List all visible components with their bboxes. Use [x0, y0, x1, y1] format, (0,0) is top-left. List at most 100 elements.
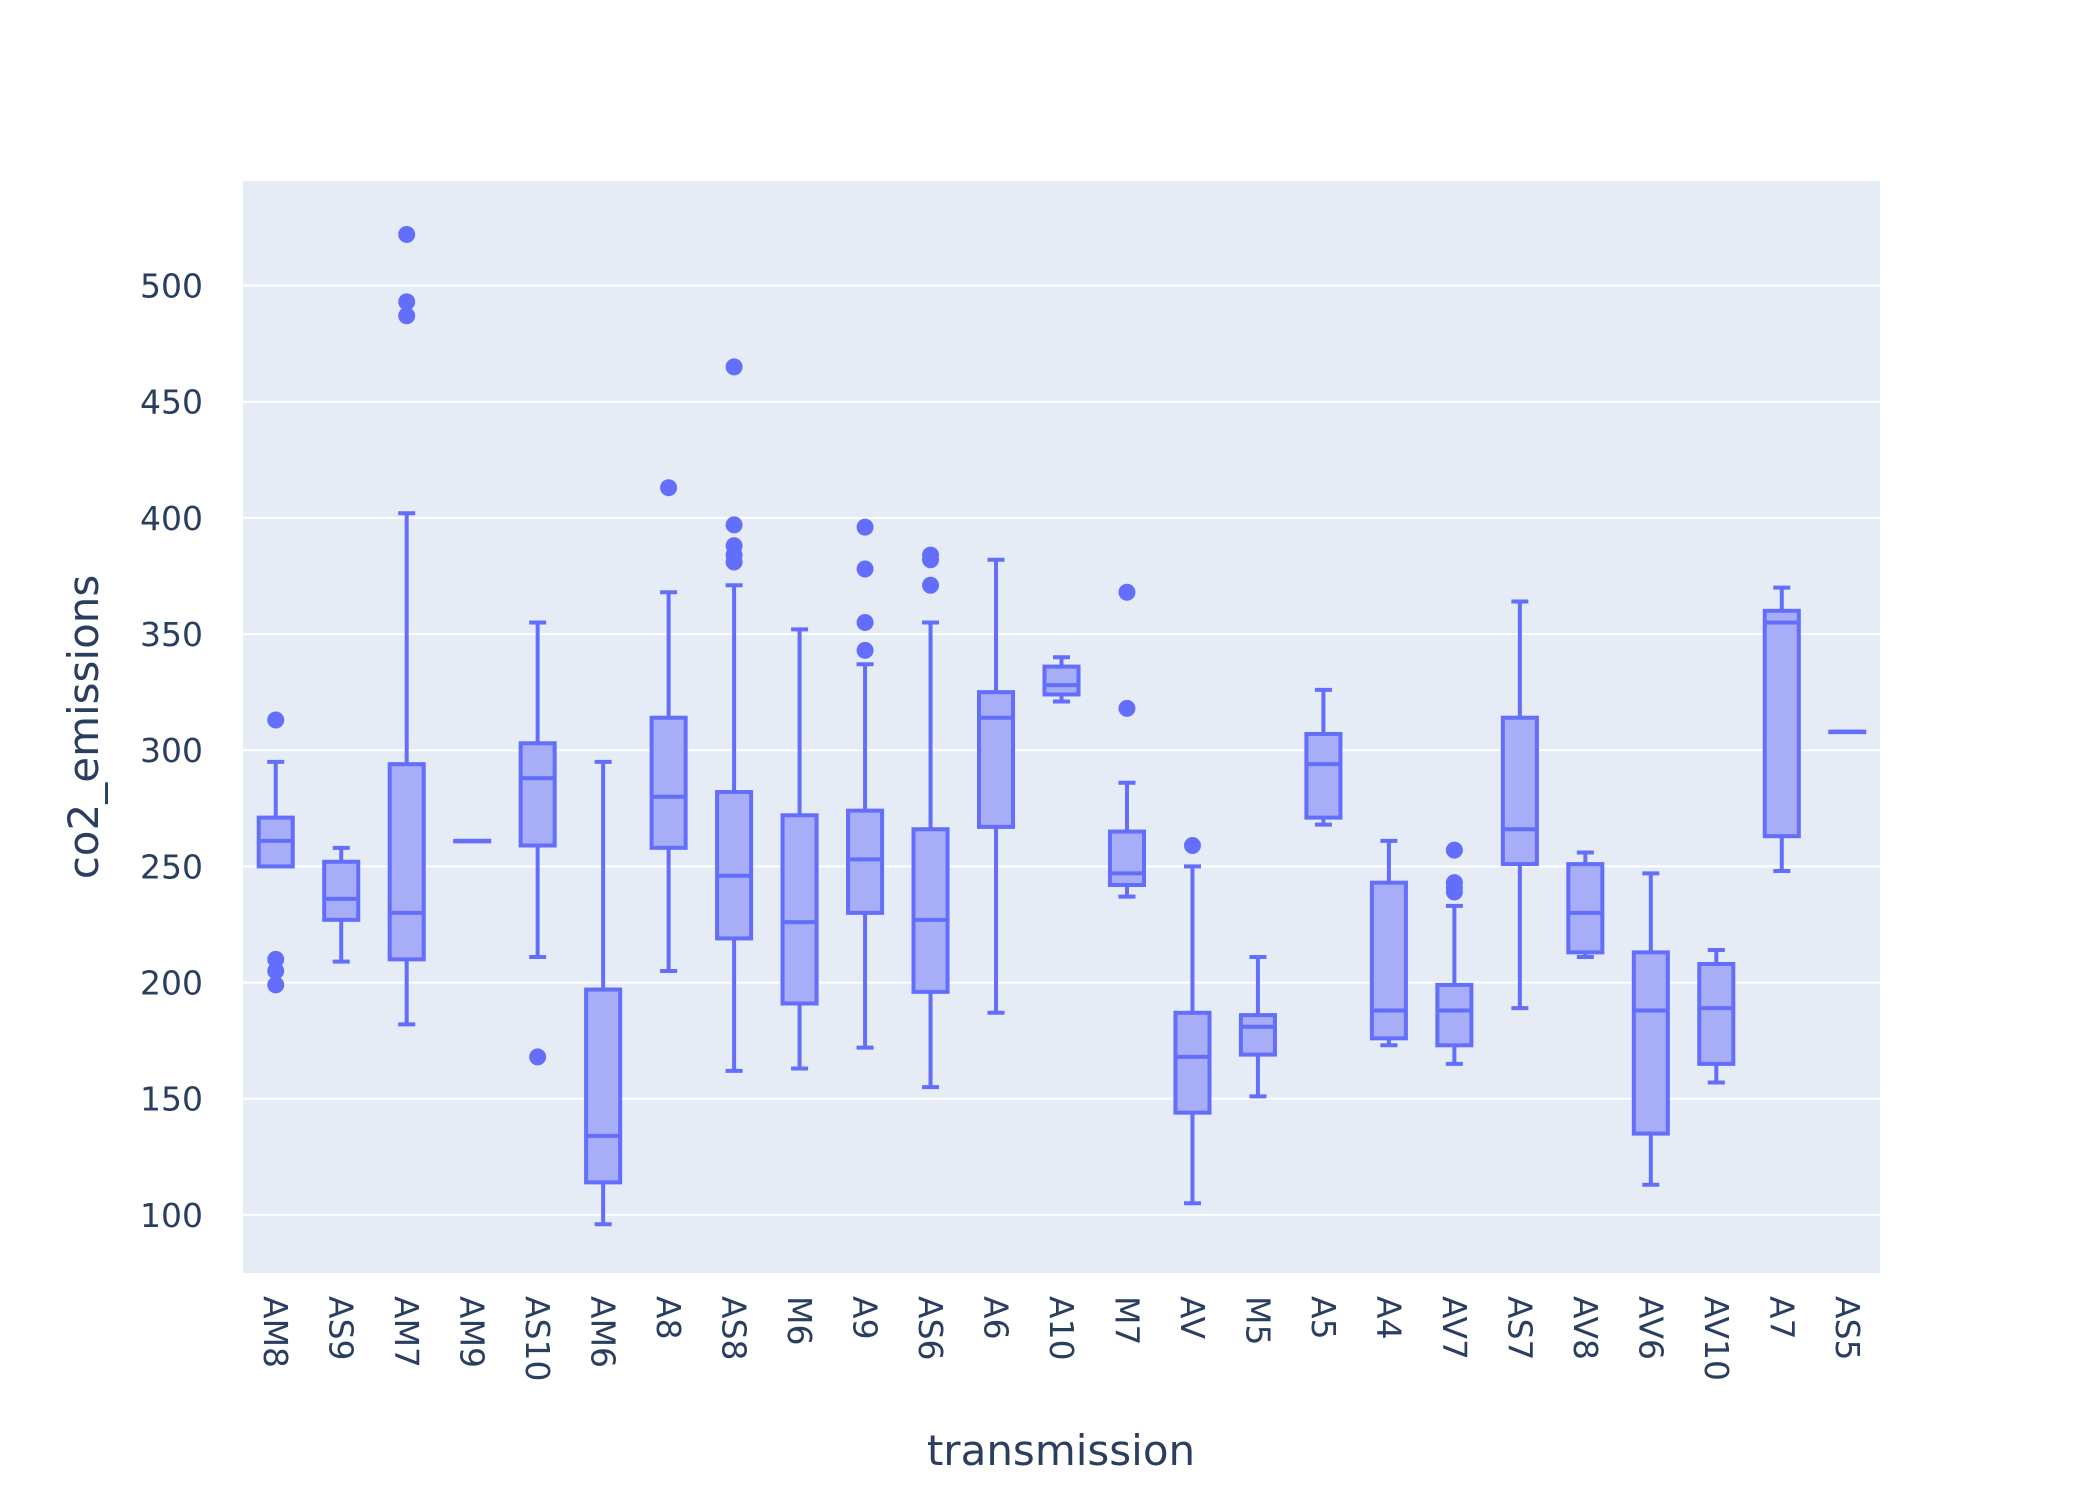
- outlier-point: [725, 358, 743, 376]
- box-body: [1762, 608, 1801, 839]
- box-m7: [1107, 583, 1147, 899]
- outlier-point: [725, 553, 743, 571]
- y-tick-label: 450: [140, 383, 203, 422]
- x-tick-label: AV6: [1631, 1296, 1670, 1360]
- box-a7: [1762, 585, 1801, 874]
- box-body: [1697, 961, 1736, 1066]
- x-tick-label: A4: [1369, 1296, 1408, 1340]
- x-tick-label: AS7: [1500, 1296, 1539, 1361]
- y-axis-title: co2_emissions: [59, 575, 108, 880]
- box-series: [256, 225, 1867, 1227]
- outlier-point: [725, 516, 743, 534]
- x-tick-label: A8: [649, 1296, 688, 1340]
- box-body: [1107, 829, 1147, 887]
- box-body: [976, 690, 1016, 829]
- box-am9: [453, 838, 492, 844]
- outlier-point: [856, 641, 874, 659]
- outlier-point: [1445, 841, 1463, 859]
- box-body: [1631, 950, 1670, 1136]
- x-tick-labels: AM8 AS9 AM7 AM9 AS10 AM6 A8 AS8 M6 A9 AS6 A6 A10 M7 AV…: [256, 1296, 1867, 1382]
- box-a10: [1042, 655, 1081, 704]
- y-gridlines: [243, 284, 1880, 1216]
- box-body: [846, 808, 885, 915]
- box-a8: [649, 479, 688, 973]
- box-body: [1435, 982, 1474, 1048]
- box-as8: [715, 358, 754, 1073]
- box-body: [584, 987, 623, 1185]
- x-tick-label: AV7: [1435, 1296, 1474, 1360]
- box-m6: [780, 627, 819, 1071]
- x-tick-label: M5: [1238, 1296, 1277, 1345]
- y-tick-label: 400: [140, 499, 203, 538]
- outlier-point: [1183, 836, 1201, 854]
- x-tick-label: A5: [1304, 1296, 1343, 1340]
- x-tick-label: AS9: [322, 1296, 361, 1361]
- y-tick-label: 250: [140, 847, 203, 886]
- x-tick-label: AV: [1173, 1296, 1212, 1339]
- x-tick-label: AM6: [584, 1296, 623, 1368]
- box-body: [518, 741, 557, 848]
- outlier-point: [660, 479, 678, 497]
- y-tick-label: 100: [140, 1196, 203, 1235]
- box-as7: [1500, 599, 1539, 1011]
- outlier-point: [267, 950, 285, 968]
- x-tick-label: M7: [1107, 1296, 1146, 1345]
- box-body: [1566, 862, 1605, 955]
- box-m5: [1238, 955, 1277, 1099]
- outlier-point: [529, 1048, 547, 1066]
- x-tick-label: A7: [1762, 1296, 1801, 1340]
- outlier-point: [856, 518, 874, 536]
- box-as6: [911, 546, 950, 1090]
- y-tick-label: 200: [140, 964, 203, 1003]
- outlier-point: [267, 962, 285, 980]
- x-tick-label: M6: [780, 1296, 819, 1345]
- outlier-point: [922, 551, 940, 569]
- box-body: [649, 715, 688, 850]
- box-av: [1173, 836, 1212, 1206]
- box-as9: [322, 845, 361, 964]
- box-body: [387, 762, 426, 962]
- x-tick-label: AM7: [387, 1296, 426, 1368]
- box-a5: [1304, 687, 1343, 827]
- x-tick-label: AS6: [911, 1296, 950, 1361]
- outlier-point: [1445, 883, 1463, 901]
- outlier-point: [856, 613, 874, 631]
- x-tick-label: A6: [977, 1296, 1016, 1340]
- x-tick-label: AS10: [518, 1296, 557, 1382]
- box-body: [322, 859, 361, 922]
- x-tick-label: AM9: [453, 1296, 492, 1368]
- outlier-point: [398, 307, 416, 325]
- box-body: [1173, 1010, 1212, 1115]
- box-body: [1304, 731, 1343, 820]
- box-body: [780, 813, 819, 1006]
- outlier-point: [267, 976, 285, 994]
- y-tick-label: 300: [140, 731, 203, 770]
- box-av10: [1697, 948, 1736, 1085]
- box-body: [1042, 664, 1081, 697]
- outlier-point: [856, 560, 874, 578]
- box-body: [715, 790, 754, 941]
- box-a9: [846, 518, 885, 1050]
- box-am7: [387, 225, 426, 1027]
- box-body: [1369, 880, 1408, 1041]
- x-tick-label: AS8: [715, 1296, 754, 1361]
- x-tick-label: AM8: [256, 1296, 295, 1368]
- outlier-point: [1118, 583, 1136, 601]
- box-a4: [1369, 838, 1408, 1048]
- x-tick-label: AS5: [1828, 1296, 1867, 1361]
- box-av6: [1631, 871, 1670, 1187]
- x-tick-label: A10: [1042, 1296, 1081, 1361]
- outlier-point: [267, 711, 285, 729]
- outlier-point: [398, 225, 416, 243]
- box-body: [911, 827, 950, 994]
- x-tick-label: AV8: [1566, 1296, 1605, 1360]
- outlier-point: [922, 576, 940, 594]
- x-tick-label: AV10: [1697, 1296, 1736, 1381]
- y-tick-label: 350: [140, 615, 203, 654]
- y-tick-label: 150: [140, 1080, 203, 1119]
- box-av7: [1435, 841, 1474, 1066]
- box-am8: [256, 711, 295, 994]
- box-body: [1500, 715, 1539, 867]
- y-tick-label: 500: [140, 267, 203, 306]
